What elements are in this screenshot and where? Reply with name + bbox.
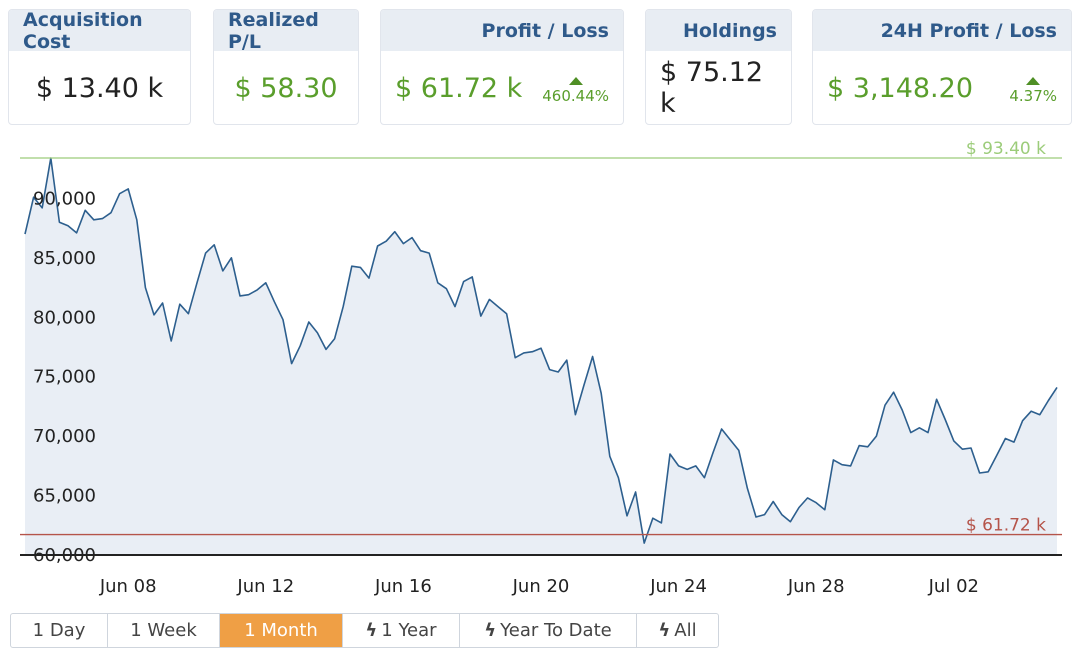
card-value: $ 75.12 k bbox=[660, 57, 764, 119]
range-label: All bbox=[674, 620, 697, 641]
high-reference-label: $ 93.40 k bbox=[966, 140, 1046, 159]
card-value: $ 58.30 bbox=[234, 72, 338, 104]
series-line bbox=[24, 157, 1058, 544]
y-tick-label: 85,000 bbox=[33, 248, 96, 269]
portfolio-value-chart: $ 93.40 k $ 61.72 k 60,000 65,000 70,000 75,… bbox=[20, 140, 1062, 597]
caret-up-icon bbox=[1026, 77, 1041, 85]
card-title: 24H Profit / Loss bbox=[813, 10, 1071, 51]
x-tick-label: Jun 12 bbox=[236, 576, 294, 597]
range-all-button[interactable]: ϟ All bbox=[637, 614, 718, 647]
holdings-card: Holdings $ 75.12 k bbox=[645, 9, 792, 125]
card-value: $ 61.72 k bbox=[395, 72, 523, 104]
card-value: $ 3,148.20 bbox=[827, 72, 973, 104]
change-indicator: 4.37% bbox=[1009, 77, 1057, 105]
y-tick-label: 90,000 bbox=[33, 188, 96, 209]
bolt-icon: ϟ bbox=[484, 620, 497, 641]
acquisition-cost-card: Acquisition Cost $ 13.40 k bbox=[8, 9, 191, 125]
x-tick-label: Jun 28 bbox=[787, 576, 845, 597]
y-tick-label: 60,000 bbox=[33, 545, 96, 566]
card-value: $ 13.40 k bbox=[35, 72, 164, 104]
x-tick-label: Jun 20 bbox=[512, 576, 570, 597]
range-1-month-button[interactable]: 1 Month bbox=[220, 614, 343, 647]
card-value-area: $ 13.40 k bbox=[9, 51, 190, 124]
24h-profit-loss-card: 24H Profit / Loss $ 3,148.20 4.37% bbox=[812, 9, 1072, 125]
y-tick-label: 70,000 bbox=[33, 426, 96, 447]
range-label: 1 Month bbox=[244, 620, 318, 641]
range-selector: 1 Day 1 Week 1 Month ϟ 1 Year ϟ Year To … bbox=[10, 613, 719, 648]
range-1-year-button[interactable]: ϟ 1 Year bbox=[343, 614, 460, 647]
change-percent: 460.44% bbox=[542, 87, 609, 105]
axes: 60,000 65,000 70,000 75,000 80,000 85,000 90,0… bbox=[20, 188, 1062, 597]
card-value-area: $ 61.72 k 460.44% bbox=[381, 51, 623, 124]
card-value-area: $ 3,148.20 4.37% bbox=[813, 51, 1071, 124]
reference-lines: $ 93.40 k $ 61.72 k bbox=[20, 140, 1062, 536]
x-tick-label: Jun 08 bbox=[99, 576, 157, 597]
bolt-icon: ϟ bbox=[365, 620, 378, 641]
card-title: Profit / Loss bbox=[381, 10, 623, 51]
range-1-day-button[interactable]: 1 Day bbox=[11, 614, 108, 647]
y-tick-label: 80,000 bbox=[33, 307, 96, 328]
card-title: Acquisition Cost bbox=[9, 10, 190, 53]
realized-pl-card: Realized P/L $ 58.30 bbox=[213, 9, 359, 125]
change-indicator: 460.44% bbox=[542, 77, 609, 105]
card-title: Realized P/L bbox=[214, 10, 358, 53]
range-label: 1 Day bbox=[32, 620, 86, 641]
range-year-to-date-button[interactable]: ϟ Year To Date bbox=[460, 614, 637, 647]
y-tick-label: 75,000 bbox=[33, 367, 96, 388]
range-label: Year To Date bbox=[500, 620, 612, 641]
range-1-week-button[interactable]: 1 Week bbox=[108, 614, 220, 647]
range-label: 1 Year bbox=[381, 620, 437, 641]
y-tick-label: 65,000 bbox=[33, 486, 96, 507]
x-tick-label: Jun 24 bbox=[649, 576, 707, 597]
x-tick-label: Jun 16 bbox=[374, 576, 432, 597]
card-value-area: $ 58.30 bbox=[214, 51, 358, 124]
change-percent: 4.37% bbox=[1009, 87, 1057, 105]
x-tick-label: Jul 02 bbox=[928, 576, 979, 597]
card-title: Holdings bbox=[646, 10, 791, 51]
low-reference-label: $ 61.72 k bbox=[966, 516, 1046, 536]
caret-up-icon bbox=[568, 77, 583, 85]
range-label: 1 Week bbox=[130, 620, 197, 641]
area-fill bbox=[25, 158, 1057, 555]
bolt-icon: ϟ bbox=[658, 620, 671, 641]
profit-loss-card: Profit / Loss $ 61.72 k 460.44% bbox=[380, 9, 624, 125]
card-value-area: $ 75.12 k bbox=[646, 51, 791, 124]
